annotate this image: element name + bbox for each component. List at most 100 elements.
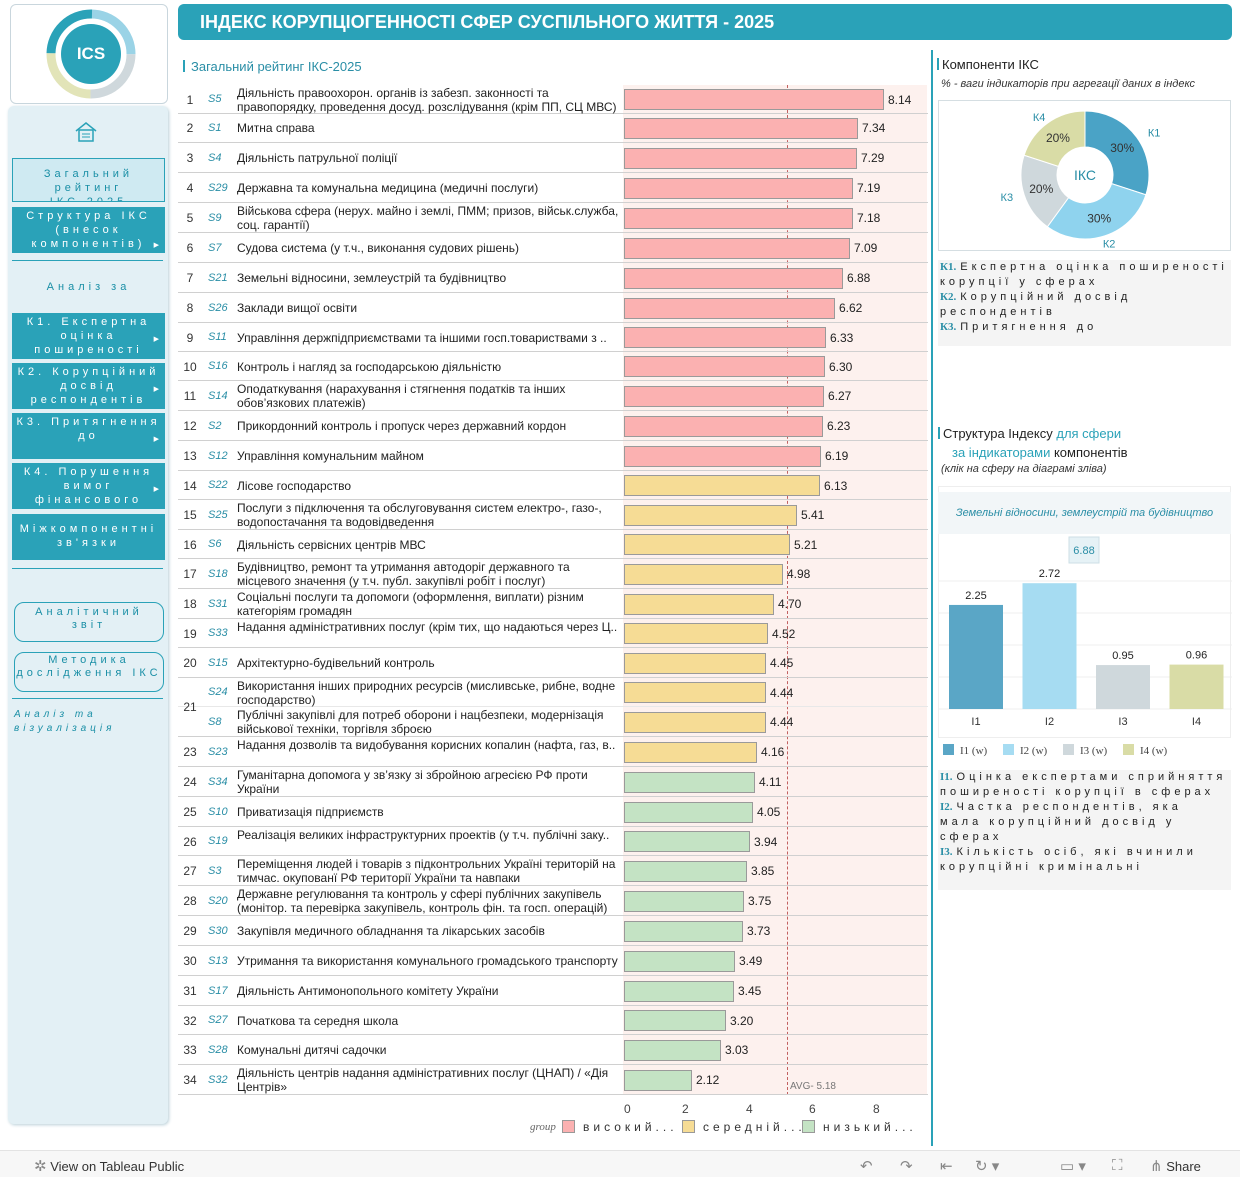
ranking-row[interactable]: 19 S33 Надання адміністративних послуг (кр… (178, 619, 928, 648)
ranking-bar[interactable] (624, 117, 858, 139)
nav-k4[interactable]: К4. Порушення вимог фінансового ▶ (12, 463, 165, 509)
nav-k3[interactable]: К3. Притягнення до ▶ (12, 413, 165, 459)
ranking-row[interactable]: 28 S20 Державне регулювання та контроль у … (178, 886, 928, 916)
donut-slice-К1[interactable] (1084, 110, 1150, 196)
ranking-bar[interactable] (624, 920, 743, 942)
ranking-row[interactable]: 24 S34 Гуманітарна допомога у зв’язку зі з… (178, 767, 928, 797)
nav-k1[interactable]: К1. Експертна оцінка поширеності ▶ (12, 313, 165, 359)
legend-i4[interactable]: I4 (w) (1123, 744, 1167, 757)
ranking-row[interactable]: S8 Публічні закупівлі для потреб оборони … (178, 707, 928, 737)
ranking-bar[interactable] (624, 652, 766, 674)
donut-slice-К4[interactable] (1023, 110, 1086, 167)
ranking-row[interactable]: 25 S10 Приватизація підприємств 4.05 (178, 797, 928, 827)
ranking-row[interactable]: 18 S31 Соціальні послуги та допомоги (офор… (178, 589, 928, 619)
indicator-bar-I3[interactable] (1096, 665, 1150, 709)
ranking-bar[interactable] (624, 1069, 692, 1091)
indicator-bar-I4[interactable] (1169, 664, 1224, 709)
fullscreen-icon[interactable]: ⛶ (1112, 1157, 1123, 1174)
ranking-row[interactable]: 9 S11 Управління держпідприємствами та інш… (178, 323, 928, 352)
ranking-bar[interactable] (624, 385, 824, 407)
ranking-row[interactable]: 1 S5 Діяльність правоохорон. органів із за… (178, 85, 928, 114)
ranking-row[interactable]: 13 S12 Управління комунальним майном 6.19 (178, 441, 928, 471)
comment-icon[interactable]: ▭ ▾ (1060, 1158, 1086, 1175)
ranking-row[interactable]: 34 S32 Діяльність центрів надання адмініст… (178, 1065, 928, 1095)
ranking-row[interactable]: 29 S30 Закупівля медичного обладнання та л… (178, 916, 928, 946)
legend-low[interactable]: низький... (802, 1120, 917, 1134)
nav-structure[interactable]: Структура ІКС (внесок компонентів) ▶ (12, 207, 165, 253)
ranking-bar[interactable] (624, 771, 755, 793)
ranking-row[interactable]: 30 S13 Утримання та використання комунальн… (178, 946, 928, 976)
ranking-bar[interactable] (624, 950, 735, 972)
legend-i2[interactable]: I2 (w) (1003, 744, 1047, 757)
ranking-bar[interactable] (624, 89, 884, 110)
home-icon[interactable] (73, 120, 99, 144)
nav-general-rating[interactable]: Загальний рейтинг ІКС-2025 (12, 158, 165, 202)
legend-high[interactable]: високий... (562, 1120, 678, 1134)
ranking-bar[interactable] (624, 890, 744, 912)
ranking-row[interactable]: 27 S3 Переміщення людей і товарів з підкон… (178, 856, 928, 886)
ranking-row[interactable]: 5 S9 Військова сфера (нерух. майно і землі… (178, 203, 928, 233)
ranking-row[interactable]: 12 S2 Прикордонний контроль і пропуск чере… (178, 411, 928, 441)
legend-mid[interactable]: середній... (682, 1120, 806, 1134)
ranking-row[interactable]: 23 S23 Надання дозволів та видобування кор… (178, 737, 928, 767)
ranking-bar[interactable] (624, 1039, 721, 1061)
refresh-icon[interactable]: ↻ ▾ (975, 1158, 1000, 1175)
ranking-row[interactable]: 3 S4 Діяльність патрульної поліції 7.29 (178, 143, 928, 173)
ranking-row[interactable]: 33 S28 Комунальні дитячі садочки 3.03 (178, 1035, 928, 1065)
ranking-row[interactable]: 21 S24 Використання інших природних ресурс… (178, 678, 928, 714)
indicator-bar-I1[interactable] (949, 604, 1003, 709)
ranking-bar[interactable] (624, 741, 757, 763)
ranking-row[interactable]: 17 S18 Будівництво, ремонт та утримання ав… (178, 559, 928, 589)
donut-slice-К3[interactable] (1020, 154, 1070, 228)
ranking-bar[interactable] (624, 980, 734, 1002)
ranking-row[interactable]: 11 S14 Оподаткування (нарахування і стягне… (178, 381, 928, 411)
redo-icon[interactable]: ↷ (900, 1158, 913, 1175)
indicator-bar-I2[interactable] (1022, 583, 1077, 709)
undo-icon[interactable]: ↶ (860, 1158, 873, 1175)
ranking-bar[interactable] (624, 327, 826, 348)
donut-slice-К2[interactable] (1046, 183, 1147, 240)
ranking-bar[interactable] (624, 237, 850, 259)
methodology-button[interactable]: Методика дослідження ІКС (14, 652, 164, 692)
ranking-bar[interactable] (624, 297, 835, 319)
ranking-row[interactable]: 2 S1 Митна справа 7.34 (178, 113, 928, 143)
ranking-row[interactable]: 26 S19 Реалізація великих інфраструктурних… (178, 827, 928, 856)
ranking-bar[interactable] (624, 356, 825, 377)
ranking-bar[interactable] (624, 1010, 726, 1031)
ranking-bar[interactable] (624, 445, 821, 467)
ranking-row[interactable]: 6 S7 Судова система (у т.ч., виконання суд… (178, 233, 928, 263)
ranking-bar[interactable] (624, 177, 853, 199)
ranking-row[interactable]: 10 S16 Контроль і нагляд за господарською … (178, 352, 928, 381)
ranking-bar[interactable] (624, 267, 843, 289)
ranking-row[interactable]: 15 S25 Послуги з підключення та обслуговув… (178, 500, 928, 530)
ranking-bar[interactable] (624, 475, 820, 496)
ranking-row[interactable]: 7 S21 Земельні відносини, землеустрій та б… (178, 263, 928, 293)
ranking-bar[interactable] (624, 147, 857, 169)
share-button[interactable]: ⋔ Share (1150, 1157, 1201, 1175)
ranking-row[interactable]: 16 S6 Діяльність сервісних центрів МВС 5.21 (178, 530, 928, 559)
legend-i1[interactable]: I1 (w) (943, 744, 987, 757)
ranking-bar[interactable] (624, 801, 753, 823)
ranking-bar[interactable] (624, 593, 774, 615)
nav-k2[interactable]: К2. Корупційний досвід респондентів ▶ (12, 363, 165, 409)
ranking-bar[interactable] (624, 831, 750, 852)
ranking-row[interactable]: 31 S17 Діяльність Антимонопольного комітет… (178, 976, 928, 1006)
analytical-report-button[interactable]: Аналітичний звіт (14, 602, 164, 642)
revert-icon[interactable]: ⇤ (940, 1158, 953, 1175)
ranking-bar[interactable] (624, 415, 823, 437)
ranking-bar[interactable] (624, 860, 747, 882)
ranking-bar[interactable] (624, 207, 853, 229)
nav-inter-links[interactable]: Міжкомпонентні зв'язки (12, 514, 165, 560)
legend-i3[interactable]: I3 (w) (1063, 744, 1107, 757)
ranking-bar[interactable] (624, 623, 768, 644)
ranking-row[interactable]: 20 S15 Архітектурно-будівельний контроль 4.… (178, 648, 928, 678)
ranking-bar[interactable] (624, 711, 766, 733)
ranking-bar[interactable] (624, 682, 766, 703)
ranking-row[interactable]: 8 S26 Заклади вищої освіти 6.62 (178, 293, 928, 323)
ranking-row[interactable]: 4 S29 Державна та комунальна медицина (мед… (178, 173, 928, 203)
ranking-bar[interactable] (624, 563, 783, 585)
ranking-row[interactable]: 14 S22 Лісове господарство 6.13 (178, 471, 928, 500)
view-on-tableau-link[interactable]: ✲ View on Tableau Public (34, 1157, 184, 1175)
ranking-bar[interactable] (624, 504, 797, 526)
ranking-row[interactable]: 32 S27 Початкова та середня школа 3.20 (178, 1006, 928, 1035)
